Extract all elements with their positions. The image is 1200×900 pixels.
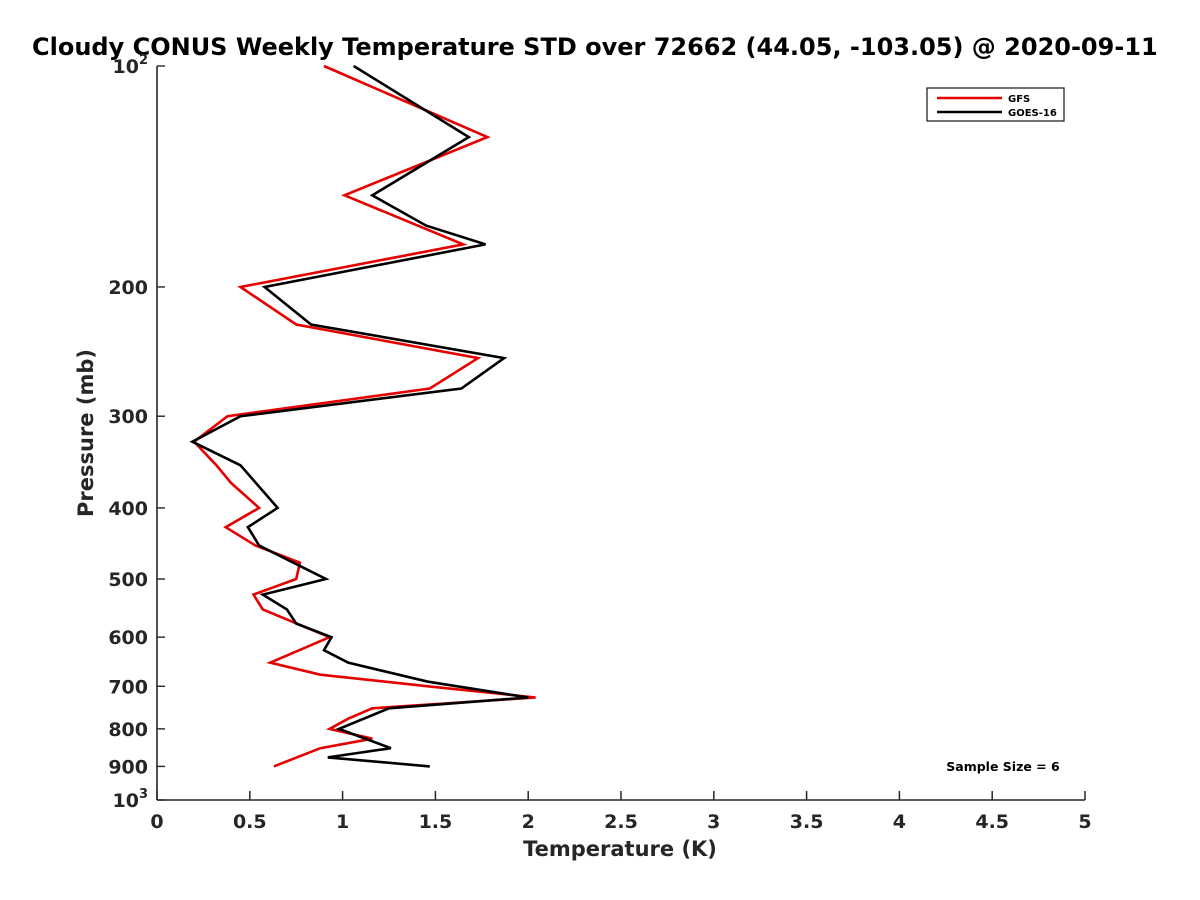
y-tick-label: 800	[108, 719, 148, 741]
series-line-goes-16	[189, 64, 529, 768]
x-tick-label: 0.5	[233, 811, 267, 833]
legend-label-goes-16: GOES-16	[1008, 108, 1057, 119]
legend-box	[926, 87, 1065, 122]
y-tick-label: 500	[108, 569, 148, 591]
x-tick-label: 4.5	[975, 811, 1009, 833]
x-tick-label: 4	[893, 811, 906, 833]
x-tick-label: 2.5	[604, 811, 638, 833]
x-tick-label: 1.5	[419, 811, 453, 833]
legend-label-gfs: GFS	[1008, 94, 1030, 105]
y-axis-label: Pressure (mb)	[74, 349, 98, 517]
plot-lines	[189, 64, 536, 768]
x-tick-label: 0	[150, 811, 163, 833]
legend: GFS GOES-16	[926, 87, 1065, 122]
y-tick-label: 102	[113, 53, 149, 78]
y-tick-label: 103	[113, 787, 149, 812]
x-axis-label: Temperature (K)	[523, 837, 717, 861]
y-tick-label: 300	[108, 406, 148, 428]
x-tick-label: 2	[522, 811, 535, 833]
y-tick-label: 400	[108, 498, 148, 520]
chart-title: Cloudy CONUS Weekly Temperature STD over…	[32, 33, 1158, 61]
x-tick-label: 1	[336, 811, 349, 833]
y-tick-label: 900	[108, 756, 148, 778]
sample-size-annotation: Sample Size = 6	[946, 759, 1060, 774]
y-tick-label: 200	[108, 277, 148, 299]
axes	[156, 66, 1085, 801]
x-tick-label: 5	[1078, 811, 1091, 833]
y-tick-label: 600	[108, 627, 148, 649]
x-tick-label: 3.5	[790, 811, 824, 833]
ticks: 0 0.5 1 1.5 2 2.5 3 3.5 4 4.5 5 102 200 300 400 500 600 7…	[108, 53, 1091, 833]
x-tick-label: 3	[707, 811, 720, 833]
y-tick-label: 700	[108, 676, 148, 698]
